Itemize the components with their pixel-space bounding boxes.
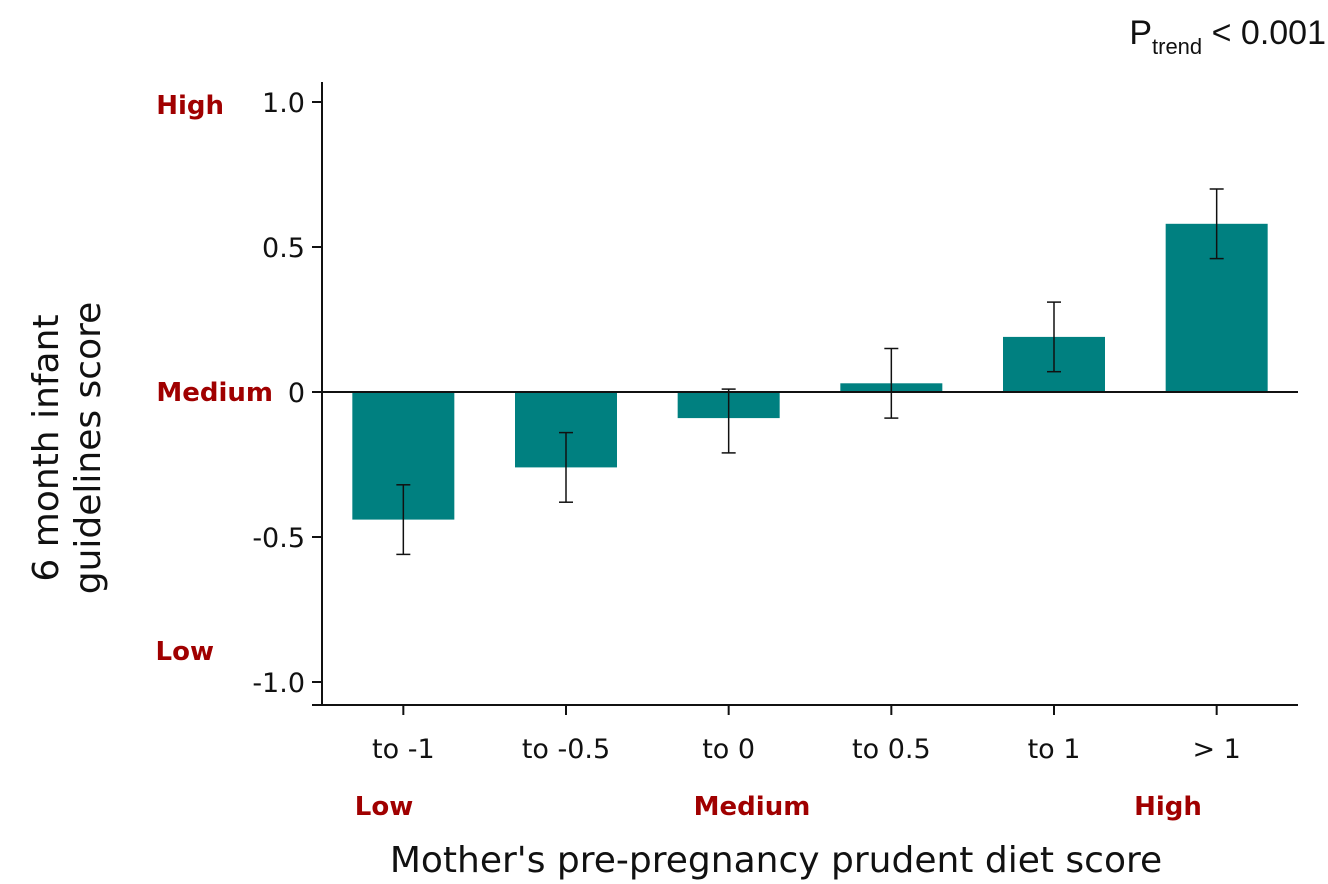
error-bar (721, 388, 736, 454)
y-level-label-high: High (156, 91, 224, 121)
y-tick-label: 1.0 (262, 88, 305, 119)
p-trend-value: < 0.001 (1202, 14, 1326, 52)
x-ticks: to -1 to -0.5 to 0 to 0.5 to 1 > 1 (372, 705, 1241, 765)
error-bars (396, 188, 1224, 556)
error-bar (884, 347, 899, 419)
x-level-label-low: Low (355, 792, 413, 822)
error-bar (1209, 188, 1224, 260)
x-level-label-medium: Medium (694, 792, 811, 822)
y-tick-label: -1.0 (252, 668, 305, 699)
error-bar (1047, 301, 1061, 373)
x-axis-title: Mother's pre-pregnancy prudent diet scor… (390, 840, 1162, 881)
x-level-label-high: High (1134, 792, 1202, 822)
x-tick-label: to 1 (1028, 734, 1081, 765)
bars (352, 223, 1268, 520)
y-tick-label: 0.5 (262, 233, 305, 264)
y-axis-title-line-1: 6 month infant (26, 314, 67, 581)
p-trend-subscript: trend (1152, 34, 1202, 59)
p-trend-annotation: Ptrend < 0.001 (1129, 14, 1326, 59)
x-tick-label: > 1 (1192, 734, 1240, 765)
y-level-label-low: Low (156, 637, 214, 667)
y-tick-label: -0.5 (252, 523, 305, 554)
x-tick-label: to 0.5 (852, 734, 931, 765)
y-axis-title: 6 month infant guidelines score (26, 302, 109, 595)
error-bar (396, 484, 411, 556)
y-ticks: 1.0 0.5 0 -0.5 -1.0 (252, 88, 322, 699)
x-tick-label: to -0.5 (522, 734, 610, 765)
p-trend-prefix: P (1129, 14, 1152, 52)
x-tick-label: to -1 (372, 734, 435, 765)
x-tick-label: to 0 (702, 734, 755, 765)
error-bar (559, 431, 573, 503)
y-axis-title-line-2: guidelines score (68, 302, 109, 595)
y-level-label-medium: Medium (156, 378, 273, 408)
y-tick-label: 0 (288, 378, 305, 409)
